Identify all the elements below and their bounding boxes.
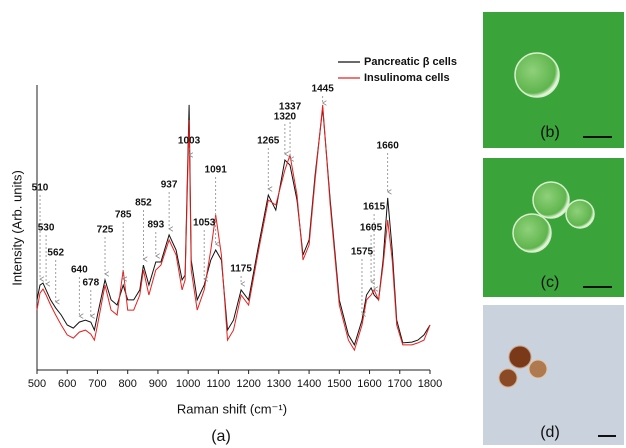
peak-label: 893 xyxy=(147,220,164,231)
x-tick-label: 1400 xyxy=(297,378,321,390)
peak-label: 640 xyxy=(71,265,88,276)
peak-label: 510 xyxy=(32,183,49,194)
peak-label: 1003 xyxy=(178,136,201,147)
peak-label: 1175 xyxy=(230,264,252,275)
legend-label: Insulinoma cells xyxy=(364,72,450,84)
peak-label: 937 xyxy=(161,180,178,191)
x-tick-label: 800 xyxy=(119,378,137,390)
cell xyxy=(512,213,552,253)
micrograph xyxy=(483,158,624,297)
x-tick-label: 500 xyxy=(28,378,46,390)
x-tick-label: 700 xyxy=(88,378,106,390)
cell xyxy=(532,181,570,219)
peak-label: 785 xyxy=(115,210,132,221)
image-panels: (b) (c) (d) xyxy=(483,12,624,445)
panel-label: (b) xyxy=(540,124,560,141)
x-tick-label: 1800 xyxy=(418,378,442,390)
peak-label: 1320 xyxy=(274,112,297,123)
cell xyxy=(508,345,532,369)
x-tick-label: 1100 xyxy=(207,378,231,390)
x-tick-label: 1500 xyxy=(327,378,351,390)
x-tick-label: 1700 xyxy=(388,378,412,390)
peak-label: 1575 xyxy=(351,247,374,258)
peak-label: 562 xyxy=(47,248,64,259)
cell xyxy=(514,52,560,98)
x-tick-label: 1600 xyxy=(357,378,381,390)
cell xyxy=(498,368,518,388)
peak-label: 530 xyxy=(38,223,55,234)
x-tick-label: 600 xyxy=(58,378,76,390)
panel-label: (c) xyxy=(541,274,560,291)
peak-label: 1265 xyxy=(257,136,280,147)
panel-label: (a) xyxy=(211,428,231,445)
peak-label: 1445 xyxy=(312,84,335,95)
legend-label: Pancreatic β cells xyxy=(364,56,457,68)
peak-label: 1605 xyxy=(360,223,383,234)
x-tick-label: 1200 xyxy=(236,378,260,390)
panel-label: (d) xyxy=(540,424,560,441)
spectrum-chart: Intensity (Arb. units) Raman shift (cm⁻¹… xyxy=(9,56,457,445)
x-axis-label: Raman shift (cm⁻¹) xyxy=(177,401,287,416)
spectrum-line xyxy=(36,104,431,347)
spectrum-line xyxy=(36,104,431,352)
peak-label: 678 xyxy=(82,278,99,289)
peak-label: 1091 xyxy=(205,165,228,176)
cell xyxy=(565,199,595,229)
x-tick-label: 900 xyxy=(149,378,167,390)
peak-label: 1337 xyxy=(279,102,302,113)
x-tick-label: 1000 xyxy=(176,378,200,390)
x-tick-label: 1300 xyxy=(267,378,291,390)
peak-label: 852 xyxy=(135,198,152,209)
peak-label: 1053 xyxy=(193,218,216,229)
cell xyxy=(528,359,548,379)
peak-label: 1615 xyxy=(363,202,386,213)
peak-label: 1660 xyxy=(377,141,400,152)
peak-label: 725 xyxy=(97,225,114,236)
y-axis-label: Intensity (Arb. units) xyxy=(9,170,24,286)
